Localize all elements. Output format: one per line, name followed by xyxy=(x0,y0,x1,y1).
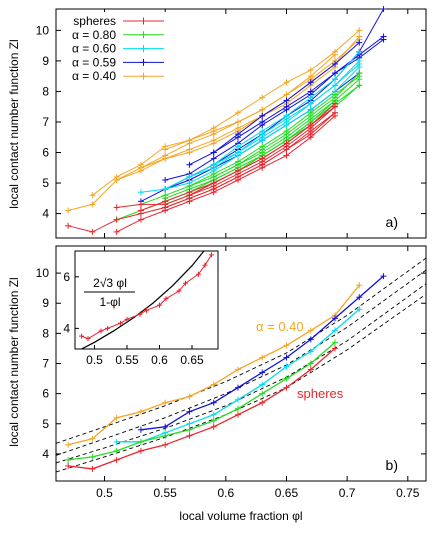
annotation-alpha-040: α = 0.40 xyxy=(256,319,304,334)
series-line xyxy=(68,347,336,470)
x-axis-label: local volume fraction φl xyxy=(179,509,302,523)
x-axis: 0.5 0.55 0.6 0.65 0.7 0.75 xyxy=(96,246,420,500)
series-line xyxy=(165,36,384,181)
series-line xyxy=(165,112,336,208)
panel-a-label: a) xyxy=(386,214,398,230)
y-tick-label: 6 xyxy=(42,146,49,160)
y-tick-label: 5 xyxy=(42,176,49,190)
y-tick-label: 4 xyxy=(42,207,49,221)
series-line xyxy=(140,78,360,205)
panel-a-frame xyxy=(55,8,427,239)
legend-label: α = 0.59 xyxy=(72,55,116,69)
series-line xyxy=(116,66,336,181)
inset-y-tick-label: 6 xyxy=(63,270,70,284)
panel-b-series xyxy=(65,273,387,472)
x-tick-label: 0.7 xyxy=(339,486,356,500)
inset-formula-denominator: 1-φl xyxy=(99,295,120,309)
x-tick-label: 0.55 xyxy=(154,486,178,500)
y-tick-label: 10 xyxy=(36,23,50,37)
x-tick-label: 0.65 xyxy=(275,486,299,500)
legend-label: α = 0.40 xyxy=(72,69,116,83)
series-line xyxy=(68,341,336,461)
x-tick-label: 0.75 xyxy=(396,486,420,500)
legend-background xyxy=(62,12,174,82)
y-tick-label: 7 xyxy=(42,357,49,371)
y-tick-label: 9 xyxy=(42,296,49,310)
inset-formula-numerator: 2√3 φl xyxy=(93,276,127,290)
panel-a-y-axis-label: local contact number function Zl xyxy=(7,39,21,208)
legend-label: α = 0.60 xyxy=(72,42,116,56)
y-tick-label: 6 xyxy=(42,387,49,401)
panel-a-series xyxy=(65,6,387,235)
inset-x-tick-label: 0.65 xyxy=(180,353,204,367)
inset-y-tick-label: 4 xyxy=(63,321,70,335)
y-tick-label: 7 xyxy=(42,115,49,129)
series-line xyxy=(116,115,336,233)
legend-label: spheres xyxy=(73,14,116,28)
inset-x-tick-label: 0.5 xyxy=(86,353,103,367)
inset-frame xyxy=(74,250,219,350)
series-line xyxy=(116,106,336,208)
x-tick-label: 0.6 xyxy=(217,486,234,500)
y-tick-label: 4 xyxy=(42,447,49,461)
y-tick-label: 5 xyxy=(42,417,49,431)
series-line xyxy=(140,8,384,202)
inset-x-tick-label: 0.55 xyxy=(115,353,139,367)
fit-curve xyxy=(56,283,426,464)
panel-b-y-axis-label: local contact number function Zl xyxy=(7,277,21,446)
series-line xyxy=(140,39,360,169)
series-line xyxy=(140,66,360,193)
fit-curve xyxy=(56,293,426,473)
panel-b-label: b) xyxy=(386,457,398,473)
y-tick-label: 9 xyxy=(42,54,49,68)
inset-theory-curve xyxy=(80,251,205,349)
inset-x-tick-label: 0.6 xyxy=(151,353,168,367)
y-tick-label: 10 xyxy=(36,266,50,280)
y-tick-label: 8 xyxy=(42,84,49,98)
fit-curve xyxy=(56,257,426,444)
panel-b-fit-curves xyxy=(56,257,426,473)
annotation-spheres: spheres xyxy=(297,386,344,401)
inset-plot: 4 6 0.5 0.55 0.6 0.65 xyxy=(63,251,214,367)
panel-b-ticks: 4 5 6 7 8 9 10 xyxy=(36,266,426,461)
x-tick-label: 0.5 xyxy=(96,486,113,500)
legend-label: α = 0.80 xyxy=(72,28,116,42)
series-line xyxy=(189,75,360,187)
series-line xyxy=(189,63,360,178)
fit-curve xyxy=(56,269,426,456)
y-tick-label: 8 xyxy=(42,326,49,340)
inset-data xyxy=(79,251,214,349)
